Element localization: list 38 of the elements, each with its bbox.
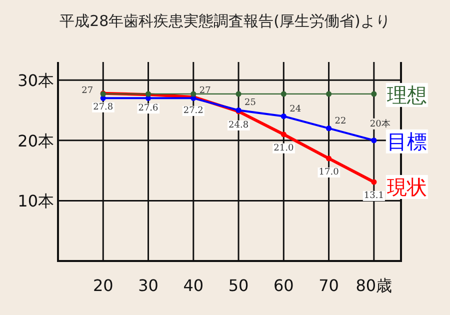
data-label: 27.2 [183,106,204,116]
series-label: 目標 [386,129,427,154]
point [280,132,286,138]
data-label: 27 [199,86,212,96]
point [236,91,242,97]
data-label: 21.0 [274,143,294,154]
x-tick-label: 30 [138,276,158,295]
data-label: 25 [244,98,256,108]
point [371,138,377,144]
x-tick-label: 70 [318,276,339,295]
data-label: 22 [334,116,346,126]
data-label: 17.0 [318,167,340,178]
chart-title: 平成28年歯科疾患実態調査報告(厚生労働省)より [60,12,390,30]
x-tick-label: 40 [183,276,204,295]
data-label: 27 [82,86,94,96]
data-label: 27.8 [93,102,114,112]
data-label: 27.6 [138,104,159,114]
point [190,91,196,97]
y-tick-label: 30本 [18,71,54,90]
point [326,91,332,97]
point [326,156,332,162]
data-label: 24 [290,104,302,114]
data-label: 24.8 [228,120,249,130]
point [371,91,377,97]
series-label: 現状 [386,175,427,200]
point [280,91,286,97]
point [280,113,286,120]
x-tick-label: 20 [92,276,114,295]
series-label: 理想 [386,82,427,107]
point [371,179,377,185]
data-label: 20本 [370,118,390,130]
x-tick-label: 50 [228,276,249,295]
y-tick-label: 20本 [18,131,54,150]
y-tick-label: 10本 [18,192,54,211]
point [326,126,332,132]
x-tick-label: 80歳 [356,276,392,295]
data-label: 13.1 [364,191,384,202]
x-tick-label: 60 [273,276,294,295]
